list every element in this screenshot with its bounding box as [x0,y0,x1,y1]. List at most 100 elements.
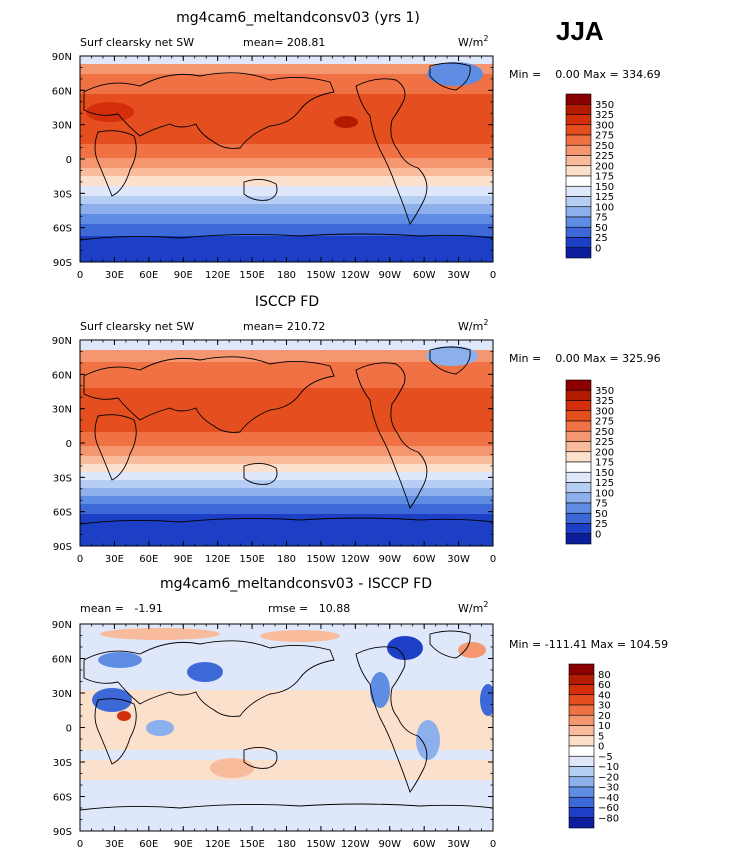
y-tick-label: 60N [52,370,72,381]
y-tick-label: 90N [52,620,72,631]
colorbar-label: 50 [595,509,608,520]
colorbar-swatch [568,776,595,788]
colorbar-swatch [565,533,592,545]
x-tick-label: 60W [413,554,436,565]
colorbar-swatch [565,400,592,412]
colorbar-swatch [568,735,595,747]
colorbar-label: 0 [595,243,601,254]
colorbar-label: 200 [595,447,614,458]
colorbar-swatch [565,93,592,105]
colorbar-swatch [565,185,592,197]
colorbar-label: 325 [595,396,614,407]
colorbar-label: 125 [595,478,614,489]
x-tick-label: 30W [447,554,470,565]
colorbar-label: 50 [595,223,608,234]
colorbar-label: 5 [598,731,604,742]
colorbar-label: 75 [595,499,608,510]
panel-1-minmax: Min = 0.00 Max = 334.69 [509,68,661,81]
colorbar-label: −10 [598,762,619,773]
colorbar-swatch [565,247,592,259]
colorbar-swatch [565,523,592,535]
panel-1-subtitle: Surf clearsky net SW [80,36,194,49]
colorbar-swatch [565,451,592,463]
colorbar-swatch [565,103,592,115]
colorbar-label: 100 [595,202,614,213]
x-tick-label: 0 [490,270,496,281]
panel-1-title: mg4cam6_meltandconsv03 (yrs 1) [176,10,420,26]
panel-2-axes: 0 30E 60E 90E 120E 150E 180 150W 120W 90W 60W 30W 09… [52,336,496,565]
colorbar-swatch [568,807,595,819]
x-tick-label: 120E [205,270,230,281]
panel-1-mean: mean= 208.81 [243,36,325,49]
colorbar-swatch [568,663,595,675]
x-tick-label: 60W [413,270,436,281]
colorbar-swatch [568,704,595,716]
colorbar-swatch [565,206,592,218]
panel-3-minmax: Min = -111.41 Max = 104.59 [509,638,668,651]
x-tick-label: 0 [490,554,496,565]
colorbar-swatch [565,175,592,187]
y-tick-label: 90S [53,827,72,838]
x-tick-label: 150E [239,839,264,850]
colorbar-swatch [568,694,595,706]
x-tick-label: 90W [378,554,401,565]
x-tick-label: 150E [239,270,264,281]
x-tick-label: 90W [378,839,401,850]
colorbar-swatch [568,796,595,808]
colorbar-swatch [568,684,595,696]
panel-2-map [80,340,493,546]
colorbar-label: 275 [595,417,614,428]
panel-3-map [80,624,493,831]
colorbar-label: 175 [595,458,614,469]
x-tick-label: 150W [306,270,335,281]
colorbar-label: 200 [595,161,614,172]
colorbar-label: −5 [598,752,613,763]
colorbar-label: 100 [595,488,614,499]
colorbar-swatch [565,124,592,136]
panel-1-units: W/m2 [458,34,488,49]
y-tick-label: 60N [52,86,72,97]
y-tick-label: 60N [52,655,72,666]
x-tick-label: 60W [413,839,436,850]
colorbar-swatch [565,216,592,228]
colorbar-label: −30 [598,783,619,794]
panel-2-mean: mean= 210.72 [243,320,325,333]
x-tick-label: 120W [341,270,370,281]
y-tick-label: 90S [53,542,72,553]
colorbar-label: 225 [595,151,614,162]
colorbar-swatch [565,134,592,146]
colorbar-label: 225 [595,437,614,448]
colorbar-swatch [565,196,592,208]
colorbar-swatch [565,165,592,177]
panel-1-map [80,56,493,262]
panel-3-title: mg4cam6_meltandconsv03 - ISCCP FD [160,576,432,592]
panel-2-title: ISCCP FD [255,294,319,310]
colorbar-label: 0 [595,529,601,540]
colorbar-label: 60 [598,680,611,691]
colorbar-label: 175 [595,172,614,183]
y-tick-label: 30N [52,121,72,132]
colorbar-swatch [565,441,592,453]
x-tick-label: 60E [139,270,158,281]
colorbar-swatch [568,817,595,829]
colorbar-swatch [568,673,595,685]
x-tick-label: 180 [277,839,296,850]
colorbar-label: 350 [595,100,614,111]
colorbar-swatch [565,389,592,401]
x-tick-label: 90E [174,270,193,281]
colorbar-swatch [565,471,592,483]
x-tick-label: 30W [447,270,470,281]
colorbar-label: 80 [598,670,611,681]
x-tick-label: 30E [105,554,124,565]
x-tick-label: 60E [139,554,158,565]
y-tick-label: 60S [53,508,72,519]
colorbar-label: 350 [595,386,614,397]
season-label: JJA [556,16,604,46]
y-tick-label: 0 [66,724,72,735]
colorbar-label: −40 [598,793,619,804]
colorbar-swatch [565,502,592,514]
y-tick-label: 60S [53,224,72,235]
